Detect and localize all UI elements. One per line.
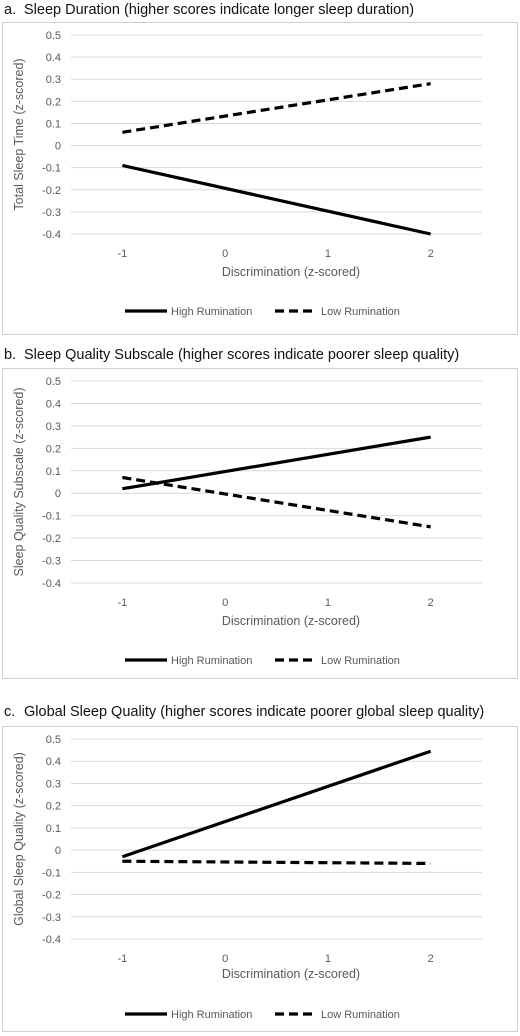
x-tick-label: 2	[428, 597, 434, 609]
y-tick-label: -0.3	[42, 207, 61, 219]
y-axis-label: Total Sleep Time (z-scored)	[12, 58, 26, 210]
panel-a-title: a. Sleep Duration (higher scores indicate…	[4, 2, 414, 18]
legend-label: High Rumination	[171, 655, 252, 667]
y-tick-label: 0.4	[46, 52, 61, 64]
y-tick-label: 0.5	[46, 30, 61, 42]
y-axis-label: Global Sleep Quality (z-scored)	[12, 752, 26, 926]
legend-label: High Rumination	[171, 306, 252, 318]
y-tick-label: 0	[55, 845, 61, 857]
y-tick-label: 0.3	[46, 421, 61, 433]
x-axis-label: Discrimination (z-scored)	[222, 265, 360, 279]
x-tick-label: -1	[117, 953, 127, 965]
x-tick-label: 1	[325, 248, 331, 260]
y-tick-label: 0.2	[46, 801, 61, 813]
y-tick-label: -0.2	[42, 533, 61, 545]
panel-b-chart: 0.5 0.4 0.3 0.2 0.1 0 -0.1 -0.2 -0.3 -0.4 -1 0 1 2 Dis…	[2, 368, 518, 679]
low-rumination-line	[122, 859, 431, 866]
x-axis-label: Discrimination (z-scored)	[222, 967, 360, 981]
panel-c-svg: 0.5 0.4 0.3 0.2 0.1 0 -0.1 -0.2 -0.3 -0.4 -1 0 1 2 Dis…	[12, 734, 482, 1021]
panel-b-letter: b.	[4, 347, 17, 363]
y-tick-label: -0.3	[42, 556, 61, 568]
y-tick-label: -0.4	[42, 934, 61, 946]
x-tick-label: 0	[222, 248, 228, 260]
y-tick-label: 0.1	[46, 118, 61, 130]
x-tick-label: 1	[325, 597, 331, 609]
panel-a-chart: 0.5 0.4 0.3 0.2 0.1 0 -0.1 -0.2 -0.3 -0.4 -1 0 1 2 Dis…	[2, 22, 518, 335]
panel-a-svg: 0.5 0.4 0.3 0.2 0.1 0 -0.1 -0.2 -0.3 -0.4 -1 0 1 2 Dis…	[12, 30, 482, 318]
x-tick-label: -1	[117, 248, 127, 260]
y-tick-label: 0.4	[46, 398, 61, 410]
high-rumination-line	[122, 435, 431, 491]
y-tick-label: 0.2	[46, 443, 61, 455]
y-tick-label: 0.4	[46, 756, 61, 768]
panel-b-title-text: Sleep Quality Subscale (higher scores in…	[24, 347, 460, 363]
y-tick-label: -0.1	[42, 511, 61, 523]
legend-label: Low Rumination	[321, 306, 400, 318]
legend-label: High Rumination	[171, 1009, 252, 1021]
legend-label: Low Rumination	[321, 1009, 400, 1021]
high-rumination-line	[121, 749, 432, 859]
x-tick-label: 2	[428, 248, 434, 260]
x-axis-label: Discrimination (z-scored)	[222, 614, 360, 628]
y-tick-label: 0	[55, 488, 61, 500]
y-tick-label: 0.3	[46, 74, 61, 86]
y-tick-label: 0.1	[46, 823, 61, 835]
y-tick-label: 0.5	[46, 376, 61, 388]
x-tick-label: 1	[325, 953, 331, 965]
high-rumination-line	[122, 163, 431, 236]
y-tick-label: -0.3	[42, 912, 61, 924]
x-tick-label: 0	[222, 953, 228, 965]
panel-c-title: c. Global Sleep Quality (higher scores in…	[4, 704, 484, 720]
y-axis-label: Sleep Quality Subscale (z-scored)	[12, 388, 26, 577]
y-tick-label: 0.3	[46, 778, 61, 790]
panel-c-title-text: Global Sleep Quality (higher scores indi…	[24, 704, 485, 720]
low-rumination-line	[122, 475, 431, 529]
x-tick-label: -1	[117, 597, 127, 609]
y-tick-label: -0.2	[42, 890, 61, 902]
panel-a-letter: a.	[4, 2, 17, 18]
y-tick-label: -0.2	[42, 185, 61, 197]
y-tick-label: -0.1	[42, 867, 61, 879]
legend-label: Low Rumination	[321, 655, 400, 667]
panel-b-title: b. Sleep Quality Subscale (higher scores …	[4, 347, 459, 363]
panel-b-svg: 0.5 0.4 0.3 0.2 0.1 0 -0.1 -0.2 -0.3 -0.4 -1 0 1 2 Dis…	[12, 376, 482, 667]
x-tick-label: 0	[222, 597, 228, 609]
panel-c-chart: 0.5 0.4 0.3 0.2 0.1 0 -0.1 -0.2 -0.3 -0.4 -1 0 1 2 Dis…	[2, 726, 518, 1032]
panel-a-title-text: Sleep Duration (higher scores indicate l…	[24, 2, 415, 18]
x-tick-label: 2	[428, 953, 434, 965]
y-tick-label: -0.4	[42, 229, 61, 241]
y-tick-label: 0.5	[46, 734, 61, 746]
low-rumination-line	[122, 82, 431, 134]
y-tick-label: 0.2	[46, 96, 61, 108]
y-tick-label: 0.1	[46, 466, 61, 478]
y-tick-label: -0.1	[42, 163, 61, 175]
panel-c-letter: c.	[4, 704, 16, 720]
y-tick-label: -0.4	[42, 578, 61, 590]
y-tick-label: 0	[55, 141, 61, 153]
